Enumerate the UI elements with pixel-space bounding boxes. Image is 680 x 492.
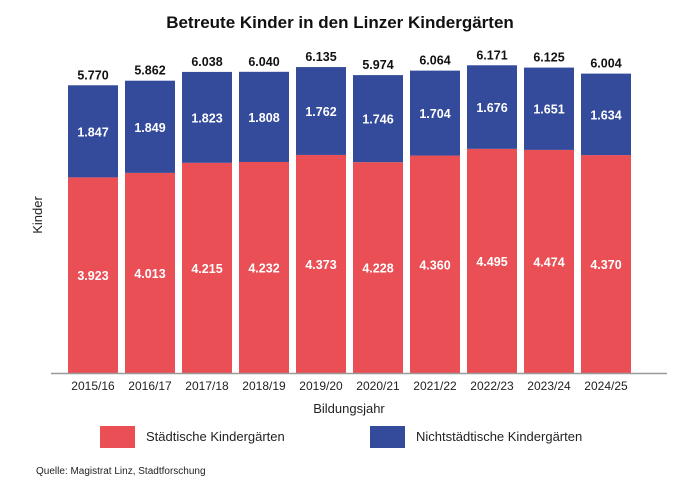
bar-value-label: 4.474	[533, 255, 564, 269]
bar-staedtisch	[581, 155, 631, 373]
bar-nichtstaedtisch	[410, 70, 460, 156]
x-tick-label: 2023/24	[527, 379, 571, 393]
legend-label-staedtisch: Städtische Kindergärten	[146, 429, 285, 444]
bar-value-label: 4.370	[590, 258, 621, 272]
x-tick-label: 2019/20	[299, 379, 343, 393]
chart-title: Betreute Kinder in den Linzer Kindergärt…	[166, 13, 514, 32]
bar-nichtstaedtisch	[353, 75, 403, 163]
bar-value-label: 1.823	[191, 111, 222, 125]
bar-staedtisch	[239, 161, 289, 373]
bar-staedtisch	[524, 149, 574, 373]
total-label: 5.862	[134, 64, 165, 78]
total-label: 5.974	[362, 58, 393, 72]
total-label: 6.040	[248, 55, 279, 69]
x-tick-label: 2022/23	[470, 379, 514, 393]
bar-staedtisch	[353, 162, 403, 373]
total-label: 6.038	[191, 55, 222, 69]
bar-value-label: 3.923	[77, 269, 108, 283]
bar-staedtisch	[467, 148, 517, 373]
bar-nichtstaedtisch	[182, 71, 232, 163]
bar-value-label: 4.373	[305, 258, 336, 272]
bar-value-label: 1.849	[134, 121, 165, 135]
bar-nichtstaedtisch	[68, 85, 118, 178]
bar-staedtisch	[296, 154, 346, 373]
bar-nichtstaedtisch	[296, 67, 346, 155]
source-note: Quelle: Magistrat Linz, Stadtforschung	[36, 466, 206, 477]
x-tick-label: 2016/17	[128, 379, 172, 393]
bar-value-label: 1.651	[533, 103, 564, 117]
bar-value-label: 4.228	[362, 262, 393, 276]
x-tick-label: 2017/18	[185, 379, 229, 393]
legend-swatch-nichtstaedtisch	[370, 426, 405, 448]
bar-nichtstaedtisch	[125, 80, 175, 173]
x-tick-label: 2018/19	[242, 379, 286, 393]
bar-nichtstaedtisch	[581, 73, 631, 156]
bar-value-label: 4.215	[191, 262, 222, 276]
bar-value-label: 1.746	[362, 113, 393, 127]
bar-value-label: 4.013	[134, 267, 165, 281]
bar-staedtisch	[125, 172, 175, 373]
total-label: 6.064	[419, 54, 450, 68]
total-label: 6.171	[476, 48, 507, 62]
x-tick-label: 2015/16	[71, 379, 115, 393]
bar-staedtisch	[68, 177, 118, 373]
bar-value-label: 1.808	[248, 111, 279, 125]
bar-nichtstaedtisch	[524, 67, 574, 150]
bar-value-label: 4.495	[476, 255, 507, 269]
x-tick-label: 2024/25	[584, 379, 628, 393]
bar-nichtstaedtisch	[239, 71, 289, 162]
bar-value-label: 1.762	[305, 105, 336, 119]
total-label: 6.135	[305, 50, 336, 64]
total-label: 5.770	[77, 68, 108, 82]
bar-nichtstaedtisch	[467, 65, 517, 149]
bar-staedtisch	[410, 155, 460, 373]
bar-value-label: 1.676	[476, 101, 507, 115]
bar-value-label: 1.634	[590, 108, 621, 122]
y-axis-label: Kinder	[30, 196, 45, 234]
total-label: 6.125	[533, 51, 564, 65]
bar-staedtisch	[182, 162, 232, 373]
legend-swatch-staedtisch	[100, 426, 135, 448]
legend-label-nichtstaedtisch: Nichtstädtische Kindergärten	[416, 429, 582, 444]
bar-value-label: 1.704	[419, 107, 450, 121]
x-tick-label: 2020/21	[356, 379, 400, 393]
bar-value-label: 4.232	[248, 261, 279, 275]
bar-value-label: 4.360	[419, 258, 450, 272]
x-tick-label: 2021/22	[413, 379, 457, 393]
x-axis-label: Bildungsjahr	[313, 401, 385, 416]
bar-value-label: 1.847	[77, 125, 108, 139]
total-label: 6.004	[590, 57, 621, 71]
